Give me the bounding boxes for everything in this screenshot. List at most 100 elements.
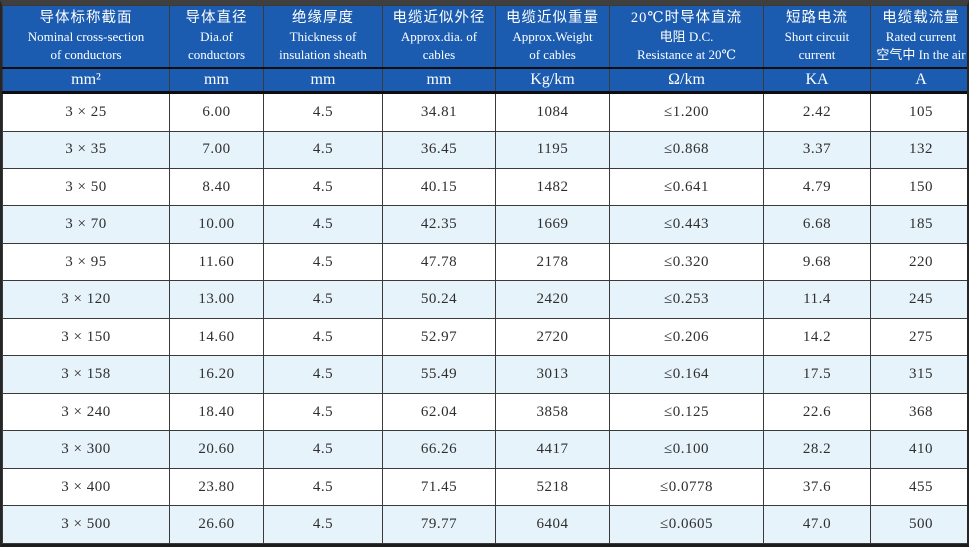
table-cell: 1195 [495, 130, 610, 169]
table-cell: 150 [870, 167, 967, 207]
column-header: 导体标称截面 Nominal cross-section of conductors [2, 5, 170, 69]
table-cell: 6.00 [169, 92, 264, 132]
column-header-line: 电阻 D.C. [659, 29, 714, 44]
column-header-line: Thickness of [289, 29, 357, 44]
table-cell: 3 × 50 [2, 167, 170, 207]
table-cell: 79.77 [382, 505, 496, 544]
column-header-line: 导体直径 [185, 10, 248, 26]
column-header-line: 导体标称截面 [39, 10, 133, 26]
column-header: 短路电流 Short circuit current [763, 5, 871, 69]
table-row: 3 × 150 14.60 4.5 52.97 2720 ≤0.206 14.2 275 [2, 317, 967, 357]
table-cell: 8.40 [169, 167, 264, 207]
table-cell: 22.6 [763, 392, 871, 432]
table-cell: 3013 [495, 355, 610, 394]
table-cell: 3 × 150 [2, 317, 170, 357]
table-cell: 40.15 [382, 167, 496, 207]
table-row: 3 × 50 8.40 4.5 40.15 1482 ≤0.641 4.79 150 [2, 167, 967, 207]
table-cell: 66.26 [382, 430, 496, 469]
column-header-line: of conductors [50, 47, 122, 62]
column-header: 电缆近似重量 Approx.Weight of cables [495, 5, 610, 69]
unit-cell: mm [263, 67, 383, 94]
table-cell: 4.5 [263, 130, 383, 169]
table-cell: ≤0.320 [609, 242, 764, 282]
table-cell: 7.00 [169, 130, 264, 169]
column-header-line: 电缆近似重量 [506, 10, 599, 26]
table-cell: 3 × 25 [2, 92, 170, 132]
table-cell: 55.49 [382, 355, 496, 394]
column-header-line: Approx.Weight [512, 29, 593, 44]
column-header-line: 电缆近似外径 [392, 10, 486, 26]
table-row: 3 × 35 7.00 4.5 36.45 1195 ≤0.868 3.37 132 [2, 130, 967, 169]
table-cell: 10.00 [169, 205, 264, 244]
table-cell: 2420 [495, 280, 610, 319]
table-row: 3 × 70 10.00 4.5 42.35 1669 ≤0.443 6.68 185 [2, 205, 967, 244]
table-cell: 245 [870, 280, 967, 319]
table-row: 3 × 300 20.60 4.5 66.26 4417 ≤0.100 28.2 410 [2, 430, 967, 469]
unit-cell: mm² [2, 67, 170, 94]
table-cell: 2720 [495, 317, 610, 357]
table-cell: 3858 [495, 392, 610, 432]
table-row: 3 × 158 16.20 4.5 55.49 3013 ≤0.164 17.5 315 [2, 355, 967, 394]
unit-cell: Kg/km [495, 67, 610, 94]
table-cell: 11.4 [763, 280, 871, 319]
table-cell: 3 × 158 [2, 355, 170, 394]
table-cell: 500 [870, 505, 967, 544]
table-cell: 3 × 70 [2, 205, 170, 244]
table-cell: 37.6 [763, 467, 871, 507]
table-cell: 4.5 [263, 167, 383, 207]
unit-cell: A [870, 67, 967, 94]
table-cell: 1669 [495, 205, 610, 244]
table-cell: 4.5 [263, 92, 383, 132]
table-row: 3 × 120 13.00 4.5 50.24 2420 ≤0.253 11.4 245 [2, 280, 967, 319]
table-header: 导体标称截面 Nominal cross-section of conductors… [2, 5, 967, 94]
table-cell: 28.2 [763, 430, 871, 469]
table-cell: 410 [870, 430, 967, 469]
column-header-line: Short circuit [784, 29, 850, 44]
column-header-line: Resistance at 20℃ [636, 47, 737, 62]
table-cell: 4.5 [263, 280, 383, 319]
spec-table: 导体标称截面 Nominal cross-section of conductors… [2, 5, 967, 544]
column-header-line: insulation sheath [279, 47, 367, 62]
table-cell: 50.24 [382, 280, 496, 319]
table-cell: 275 [870, 317, 967, 357]
table-cell: 26.60 [169, 505, 264, 544]
table-cell: 1482 [495, 167, 610, 207]
table-body: 3 × 25 6.00 4.5 34.81 1084 ≤1.200 2.42 105 3 × 3… [2, 92, 967, 544]
table-cell: 5218 [495, 467, 610, 507]
column-header-line: Approx.dia. of [400, 29, 478, 44]
table-cell: 2.42 [763, 92, 871, 132]
table-cell: 4.5 [263, 317, 383, 357]
table-cell: 62.04 [382, 392, 496, 432]
table-cell: ≤0.443 [609, 205, 764, 244]
table-cell: ≤0.100 [609, 430, 764, 469]
table-cell: 20.60 [169, 430, 264, 469]
table-cell: ≤0.253 [609, 280, 764, 319]
table-cell: 1084 [495, 92, 610, 132]
column-header-line: Rated current [885, 29, 957, 44]
table-cell: 3 × 500 [2, 505, 170, 544]
table-cell: 16.20 [169, 355, 264, 394]
unit-cell: mm [169, 67, 264, 94]
table-cell: 6.68 [763, 205, 871, 244]
column-header-line: Nominal cross-section [27, 29, 145, 44]
table-cell: 3.37 [763, 130, 871, 169]
table-cell: 14.60 [169, 317, 264, 357]
column-header-line: Dia.of [200, 29, 233, 44]
unit-cell: mm [382, 67, 496, 94]
table-cell: 9.68 [763, 242, 871, 282]
table-cell: ≤1.200 [609, 92, 764, 132]
table-cell: ≤0.868 [609, 130, 764, 169]
column-header-line: 电缆载流量 [882, 10, 960, 26]
table-cell: 2178 [495, 242, 610, 282]
table-cell: 3 × 95 [2, 242, 170, 282]
table-cell: 4.5 [263, 467, 383, 507]
table-cell: 52.97 [382, 317, 496, 357]
table-cell: 4.5 [263, 205, 383, 244]
table-cell: 455 [870, 467, 967, 507]
table-cell: 18.40 [169, 392, 264, 432]
table-cell: 3 × 300 [2, 430, 170, 469]
column-header: 20℃时导体直流 电阻 D.C. Resistance at 20℃ [609, 5, 764, 69]
table-row: 3 × 240 18.40 4.5 62.04 3858 ≤0.125 22.6 368 [2, 392, 967, 432]
table-cell: 4.5 [263, 392, 383, 432]
table-row: 3 × 500 26.60 4.5 79.77 6404 ≤0.0605 47.0 500 [2, 505, 967, 544]
